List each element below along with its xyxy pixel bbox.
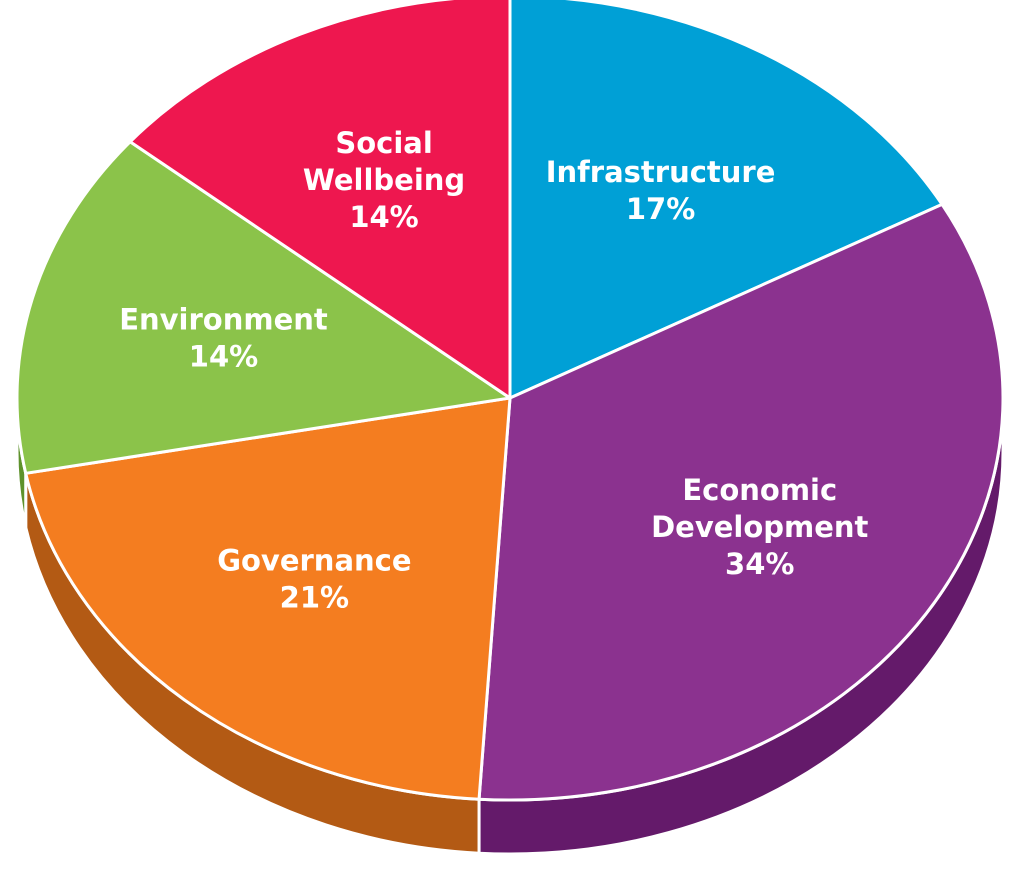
pie-slice-name-label: Infrastructure: [546, 155, 776, 189]
pie-slice-1: [477, 202, 1005, 802]
pie-slice-label-1: Economic Development 34%: [651, 473, 868, 581]
pie-slice-label-3: Environment 14%: [119, 303, 328, 374]
pie-slice-name-label: Governance: [217, 543, 411, 577]
pie-slice-labels: Infrastructure 17% Economic Development 34% G…: [119, 126, 868, 615]
pie-slice-2: [24, 396, 512, 801]
pie-slice-value-label: 17%: [626, 192, 695, 226]
pie-slice-value-label: 14%: [349, 200, 418, 234]
pie-slice-value-label: 14%: [189, 340, 258, 374]
pie-slice-0: [508, 0, 944, 400]
pie-slice-name-label: Economic: [682, 473, 837, 507]
pie-top-slices: [15, 0, 1005, 802]
pie-slice-label-0: Infrastructure 17%: [546, 155, 776, 226]
pie-slice-value-label: 21%: [280, 580, 349, 614]
pie-slice-label-2: Governance 21%: [217, 543, 411, 614]
pie-slice-name-label: Development: [651, 510, 868, 544]
pie-slice-3: [15, 140, 512, 475]
pie-slice-label-4: Social Wellbeing 14%: [303, 126, 465, 234]
pie-slice-name-label: Environment: [119, 303, 328, 337]
pie-slice-4: [128, 0, 512, 400]
pie-slice-name-label: Wellbeing: [303, 163, 465, 197]
pie-slice-name-label: Social: [335, 126, 432, 160]
pie-slice-value-label: 34%: [725, 547, 794, 581]
